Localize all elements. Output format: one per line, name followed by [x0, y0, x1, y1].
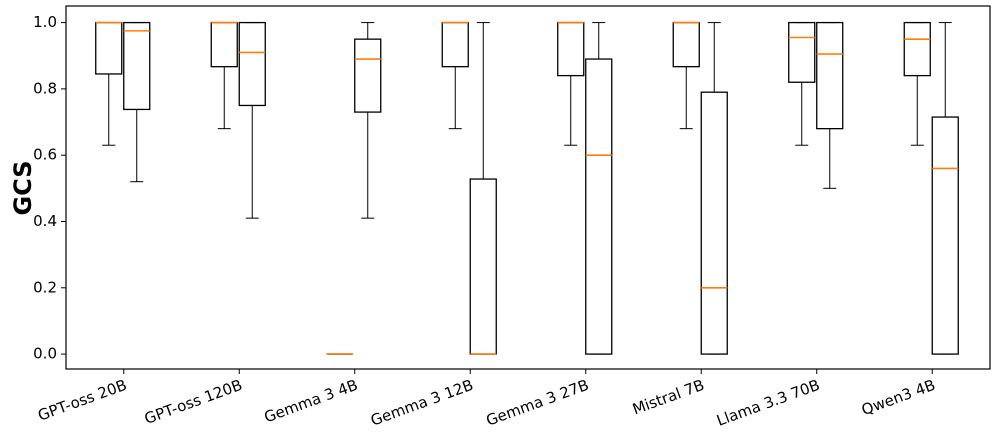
axes-frame [65, 5, 991, 370]
x-tick-label: Gemma 3 12B [368, 376, 475, 430]
x-tick-label: Llama 3.3 70B [714, 376, 822, 430]
y-tick-label: 0.6 [33, 146, 57, 164]
y-tick-label: 0.8 [33, 79, 57, 97]
plot-area: 0.0 0.2 0.4 0.6 0.8 1.0 GPT-oss 20B GPT-oss 120… [33, 5, 991, 430]
y-tick-label: 0.4 [33, 212, 57, 230]
box-0-3-box [441, 21, 469, 68]
box-1-6-box [816, 21, 844, 130]
box-0-4-box [557, 21, 585, 77]
y-axis-title: GCS [9, 160, 37, 215]
box-0-7-box [903, 21, 931, 77]
box-0-1-box [210, 21, 238, 68]
box-1-1-box [238, 21, 266, 107]
y-tick-label: 0.0 [33, 345, 57, 363]
x-tick-label: GPT-oss 120B [142, 376, 245, 428]
box-1-7-box [931, 116, 959, 355]
x-tick-label: Mistral 7B [630, 376, 707, 419]
x-tick-label: Qwen3 4B [859, 376, 937, 419]
box-0-6-box [788, 21, 816, 83]
y-tick-label: 1.0 [33, 13, 57, 31]
box-1-0-box [123, 21, 151, 111]
box-1-5-box [700, 91, 728, 355]
box-0-5-box [672, 21, 700, 68]
box-1-2-box [354, 38, 382, 113]
y-tick-label: 0.2 [33, 278, 57, 296]
x-tick-label: Gemma 3 4B [262, 376, 360, 426]
x-tick-label: Gemma 3 27B [484, 376, 591, 430]
box-1-4-box [585, 58, 613, 355]
box-1-3-box [469, 178, 497, 355]
x-tick-label: GPT-oss 20B [35, 376, 129, 425]
box-0-0-box [95, 21, 123, 75]
